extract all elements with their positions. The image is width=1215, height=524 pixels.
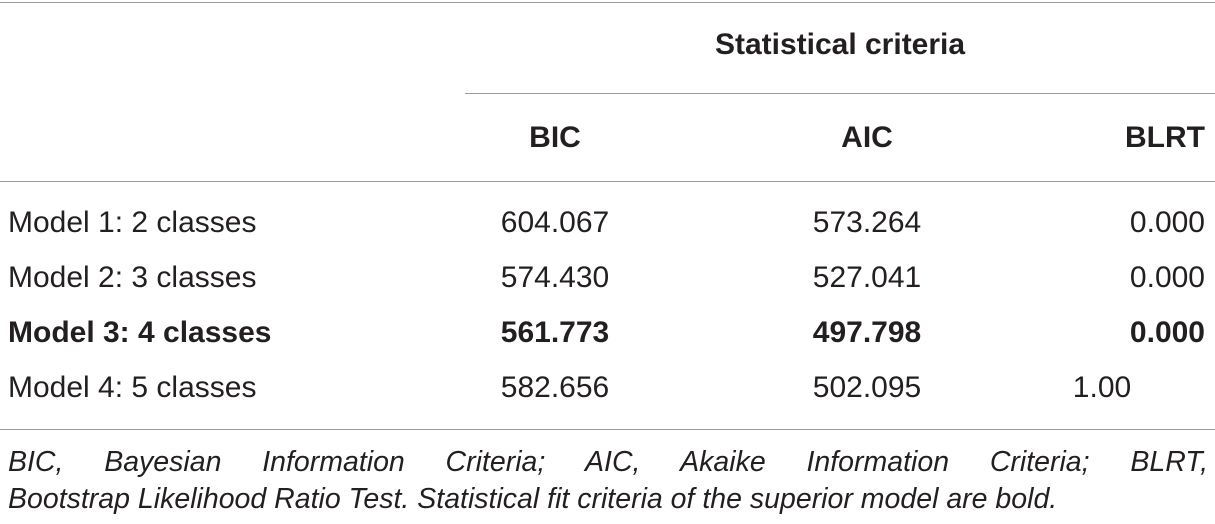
- group-header-rule: [465, 93, 1215, 94]
- bic-value: 561.773: [500, 316, 610, 349]
- bic-value: 604.067: [500, 206, 610, 239]
- table-top-rule: [0, 2, 1215, 3]
- row-label: Model 4: 5 classes: [8, 371, 257, 404]
- column-header-rule: [0, 181, 1215, 182]
- blrt-value: 1.00: [1072, 371, 1132, 404]
- aic-value: 527.041: [812, 261, 922, 294]
- aic-value: 502.095: [812, 371, 922, 404]
- column-header-blrt: BLRT: [1125, 121, 1205, 154]
- blrt-value: 0.000: [1129, 316, 1205, 349]
- row-label: Model 2: 3 classes: [8, 261, 257, 294]
- column-header-bic: BIC: [529, 121, 581, 154]
- blrt-value: 0.000: [1129, 206, 1205, 239]
- footnote-line-1: BIC, Bayesian Information Criteria; AIC,…: [8, 446, 1208, 478]
- row-label: Model 3: 4 classes: [8, 316, 272, 349]
- bic-value: 574.430: [500, 261, 610, 294]
- column-header-aic: AIC: [841, 121, 893, 154]
- row-label: Model 1: 2 classes: [8, 206, 257, 239]
- group-header: Statistical criteria: [714, 28, 966, 61]
- bic-value: 582.656: [500, 371, 610, 404]
- aic-value: 573.264: [812, 206, 922, 239]
- footnote-line-2: Bootstrap Likelihood Ratio Test. Statist…: [8, 483, 1058, 515]
- aic-value: 497.798: [812, 316, 922, 349]
- blrt-value: 0.000: [1129, 261, 1205, 294]
- table-bottom-rule: [0, 429, 1215, 430]
